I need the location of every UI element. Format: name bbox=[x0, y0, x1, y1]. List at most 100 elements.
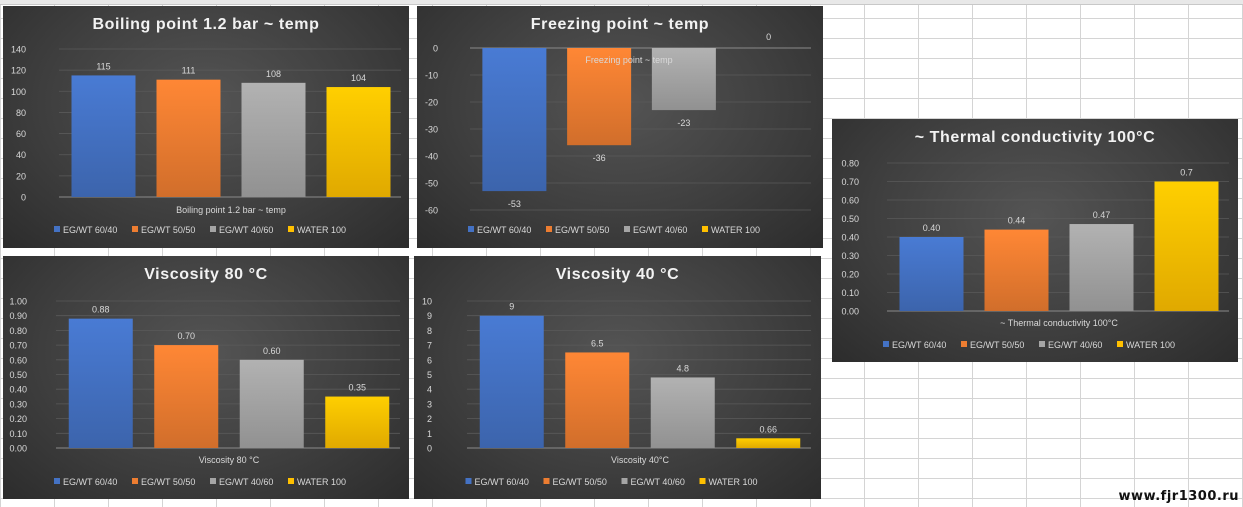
bar-eg-wt-50-50[interactable] bbox=[156, 79, 221, 197]
bar-eg-wt-40-60[interactable] bbox=[1069, 224, 1134, 311]
legend-swatch bbox=[54, 478, 60, 484]
legend-entry[interactable]: EG/WT 40/60 bbox=[633, 225, 687, 235]
site-watermark: www.fjr1300.ru bbox=[1118, 489, 1239, 504]
y-tick-label: 0.80 bbox=[9, 326, 27, 336]
legend-entry[interactable]: EG/WT 60/40 bbox=[477, 225, 531, 235]
y-tick-label: 0 bbox=[21, 193, 26, 203]
data-label: 108 bbox=[266, 69, 281, 79]
legend-swatch bbox=[132, 478, 138, 484]
bar-eg-wt-40-60[interactable] bbox=[650, 377, 715, 448]
bar-eg-wt-40-60[interactable] bbox=[241, 82, 306, 197]
chart-thermal-conductivity[interactable]: ~ Thermal conductivity 100°C 0.00 0.10 0.20… bbox=[832, 119, 1238, 362]
legend-entry[interactable]: EG/WT 40/60 bbox=[219, 477, 273, 487]
legend-entry[interactable]: EG/WT 50/50 bbox=[555, 225, 609, 235]
chart-boiling-point[interactable]: Boiling point 1.2 bar ~ temp 0 20 40 60 80 100… bbox=[3, 6, 409, 248]
y-tick-label: -50 bbox=[425, 179, 438, 189]
y-tick-label: 0.80 bbox=[841, 159, 859, 169]
y-tick-label: 4 bbox=[427, 385, 432, 395]
data-label: 0.47 bbox=[1093, 210, 1111, 220]
data-label: 0.40 bbox=[923, 223, 941, 233]
data-label: 104 bbox=[351, 73, 366, 83]
y-tick-label: 0.00 bbox=[9, 444, 27, 454]
legend-swatch bbox=[288, 226, 294, 232]
chart-viscosity-80[interactable]: Viscosity 80 °C 0.00 0.10 0.20 0.30 0.40 0.50 0… bbox=[3, 256, 409, 499]
chart-svg-thermal: ~ Thermal conductivity 100°C 0.00 0.10 0.20… bbox=[841, 129, 1229, 350]
x-category-label: Freezing point ~ temp bbox=[585, 55, 672, 65]
y-tick-label: 0.40 bbox=[841, 233, 859, 243]
legend-entry[interactable]: WATER 100 bbox=[1126, 340, 1175, 350]
bar-eg-wt-60-40[interactable] bbox=[71, 75, 136, 197]
bar-water-100[interactable] bbox=[1154, 181, 1219, 312]
y-tick-label: 0.50 bbox=[9, 370, 27, 380]
y-tick-label: -30 bbox=[425, 125, 438, 135]
legend-entry[interactable]: EG/WT 50/50 bbox=[141, 225, 195, 235]
legend-entry[interactable]: WATER 100 bbox=[711, 225, 760, 235]
bar-eg-wt-50-50[interactable] bbox=[154, 345, 219, 448]
chart-freezing-point[interactable]: Freezing point ~ temp -60 -50 -40 -30 -20 -10 0… bbox=[417, 6, 823, 248]
data-label: 0.60 bbox=[263, 346, 281, 356]
legend-swatch bbox=[54, 226, 60, 232]
legend-entry[interactable]: EG/WT 40/60 bbox=[219, 225, 273, 235]
legend-swatch bbox=[883, 341, 889, 347]
bar-water-100[interactable] bbox=[736, 438, 801, 448]
bar-eg-wt-50-50[interactable] bbox=[567, 48, 632, 146]
y-tick-label: 6 bbox=[427, 355, 432, 365]
chart-title: Viscosity 80 °C bbox=[144, 266, 268, 283]
bar-eg-wt-40-60[interactable] bbox=[239, 359, 304, 448]
y-tick-label: 2 bbox=[427, 414, 432, 424]
y-tick-label: 0.70 bbox=[9, 341, 27, 351]
y-tick-label: -10 bbox=[425, 71, 438, 81]
y-tick-label: 20 bbox=[16, 171, 26, 181]
chart-title: Boiling point 1.2 bar ~ temp bbox=[92, 16, 319, 33]
legend-entry[interactable]: EG/WT 60/40 bbox=[63, 225, 117, 235]
legend-swatch bbox=[702, 226, 708, 232]
column-header-strip bbox=[0, 0, 1243, 5]
data-label: 0.35 bbox=[348, 383, 366, 393]
y-tick-label: 0.70 bbox=[841, 177, 859, 187]
y-tick-label: 0 bbox=[427, 444, 432, 454]
y-tick-label: 0 bbox=[433, 44, 438, 54]
legend-swatch bbox=[210, 226, 216, 232]
legend-entry[interactable]: WATER 100 bbox=[297, 477, 346, 487]
legend-entry[interactable]: EG/WT 40/60 bbox=[1048, 340, 1102, 350]
data-label: 4.8 bbox=[676, 363, 689, 373]
y-tick-label: 0.90 bbox=[9, 311, 27, 321]
bar-eg-wt-40-60[interactable] bbox=[651, 48, 716, 111]
legend-entry[interactable]: EG/WT 50/50 bbox=[141, 477, 195, 487]
bar-eg-wt-60-40[interactable] bbox=[68, 318, 133, 448]
bar-eg-wt-50-50[interactable] bbox=[565, 352, 630, 448]
y-tick-label: 0.60 bbox=[9, 355, 27, 365]
legend-entry[interactable]: EG/WT 60/40 bbox=[475, 477, 529, 487]
data-label: -23 bbox=[677, 118, 690, 128]
data-label: 0.70 bbox=[177, 331, 195, 341]
chart-svg-visc40: Viscosity 40 °C 0 1 2 3 4 5 6 7 8 9 10 9 6.5 4.8 0.66 Vi… bbox=[422, 266, 811, 487]
bar-eg-wt-60-40[interactable] bbox=[479, 315, 544, 448]
legend-entry[interactable]: EG/WT 60/40 bbox=[892, 340, 946, 350]
legend-entry[interactable]: WATER 100 bbox=[297, 225, 346, 235]
y-tick-label: 8 bbox=[427, 326, 432, 336]
legend-entry[interactable]: WATER 100 bbox=[709, 477, 758, 487]
bar-eg-wt-50-50[interactable] bbox=[984, 229, 1049, 311]
legend-entry[interactable]: EG/WT 50/50 bbox=[553, 477, 607, 487]
y-tick-label: 0.60 bbox=[841, 196, 859, 206]
chart-title: Freezing point ~ temp bbox=[531, 16, 709, 33]
bar-water-100[interactable] bbox=[325, 396, 390, 448]
bar-water-100[interactable] bbox=[326, 87, 391, 197]
y-tick-label: -40 bbox=[425, 152, 438, 162]
data-label: 9 bbox=[509, 302, 514, 312]
bar-eg-wt-60-40[interactable] bbox=[899, 237, 964, 311]
data-label: 0 bbox=[766, 32, 771, 42]
y-tick-label: 0.20 bbox=[841, 270, 859, 280]
chart-viscosity-40[interactable]: Viscosity 40 °C 0 1 2 3 4 5 6 7 8 9 10 9 6.5 4.8 0.66 Vi… bbox=[414, 256, 821, 499]
legend-entry[interactable]: EG/WT 50/50 bbox=[970, 340, 1024, 350]
y-tick-label: 3 bbox=[427, 399, 432, 409]
y-tick-label: 0.20 bbox=[9, 414, 27, 424]
legend-swatch bbox=[961, 341, 967, 347]
bar-eg-wt-60-40[interactable] bbox=[482, 48, 547, 192]
y-tick-label: -60 bbox=[425, 206, 438, 216]
legend-swatch bbox=[465, 478, 472, 484]
legend-swatch bbox=[132, 226, 138, 232]
legend-entry[interactable]: EG/WT 60/40 bbox=[63, 477, 117, 487]
data-label: -36 bbox=[593, 153, 606, 163]
legend-entry[interactable]: EG/WT 40/60 bbox=[631, 477, 685, 487]
